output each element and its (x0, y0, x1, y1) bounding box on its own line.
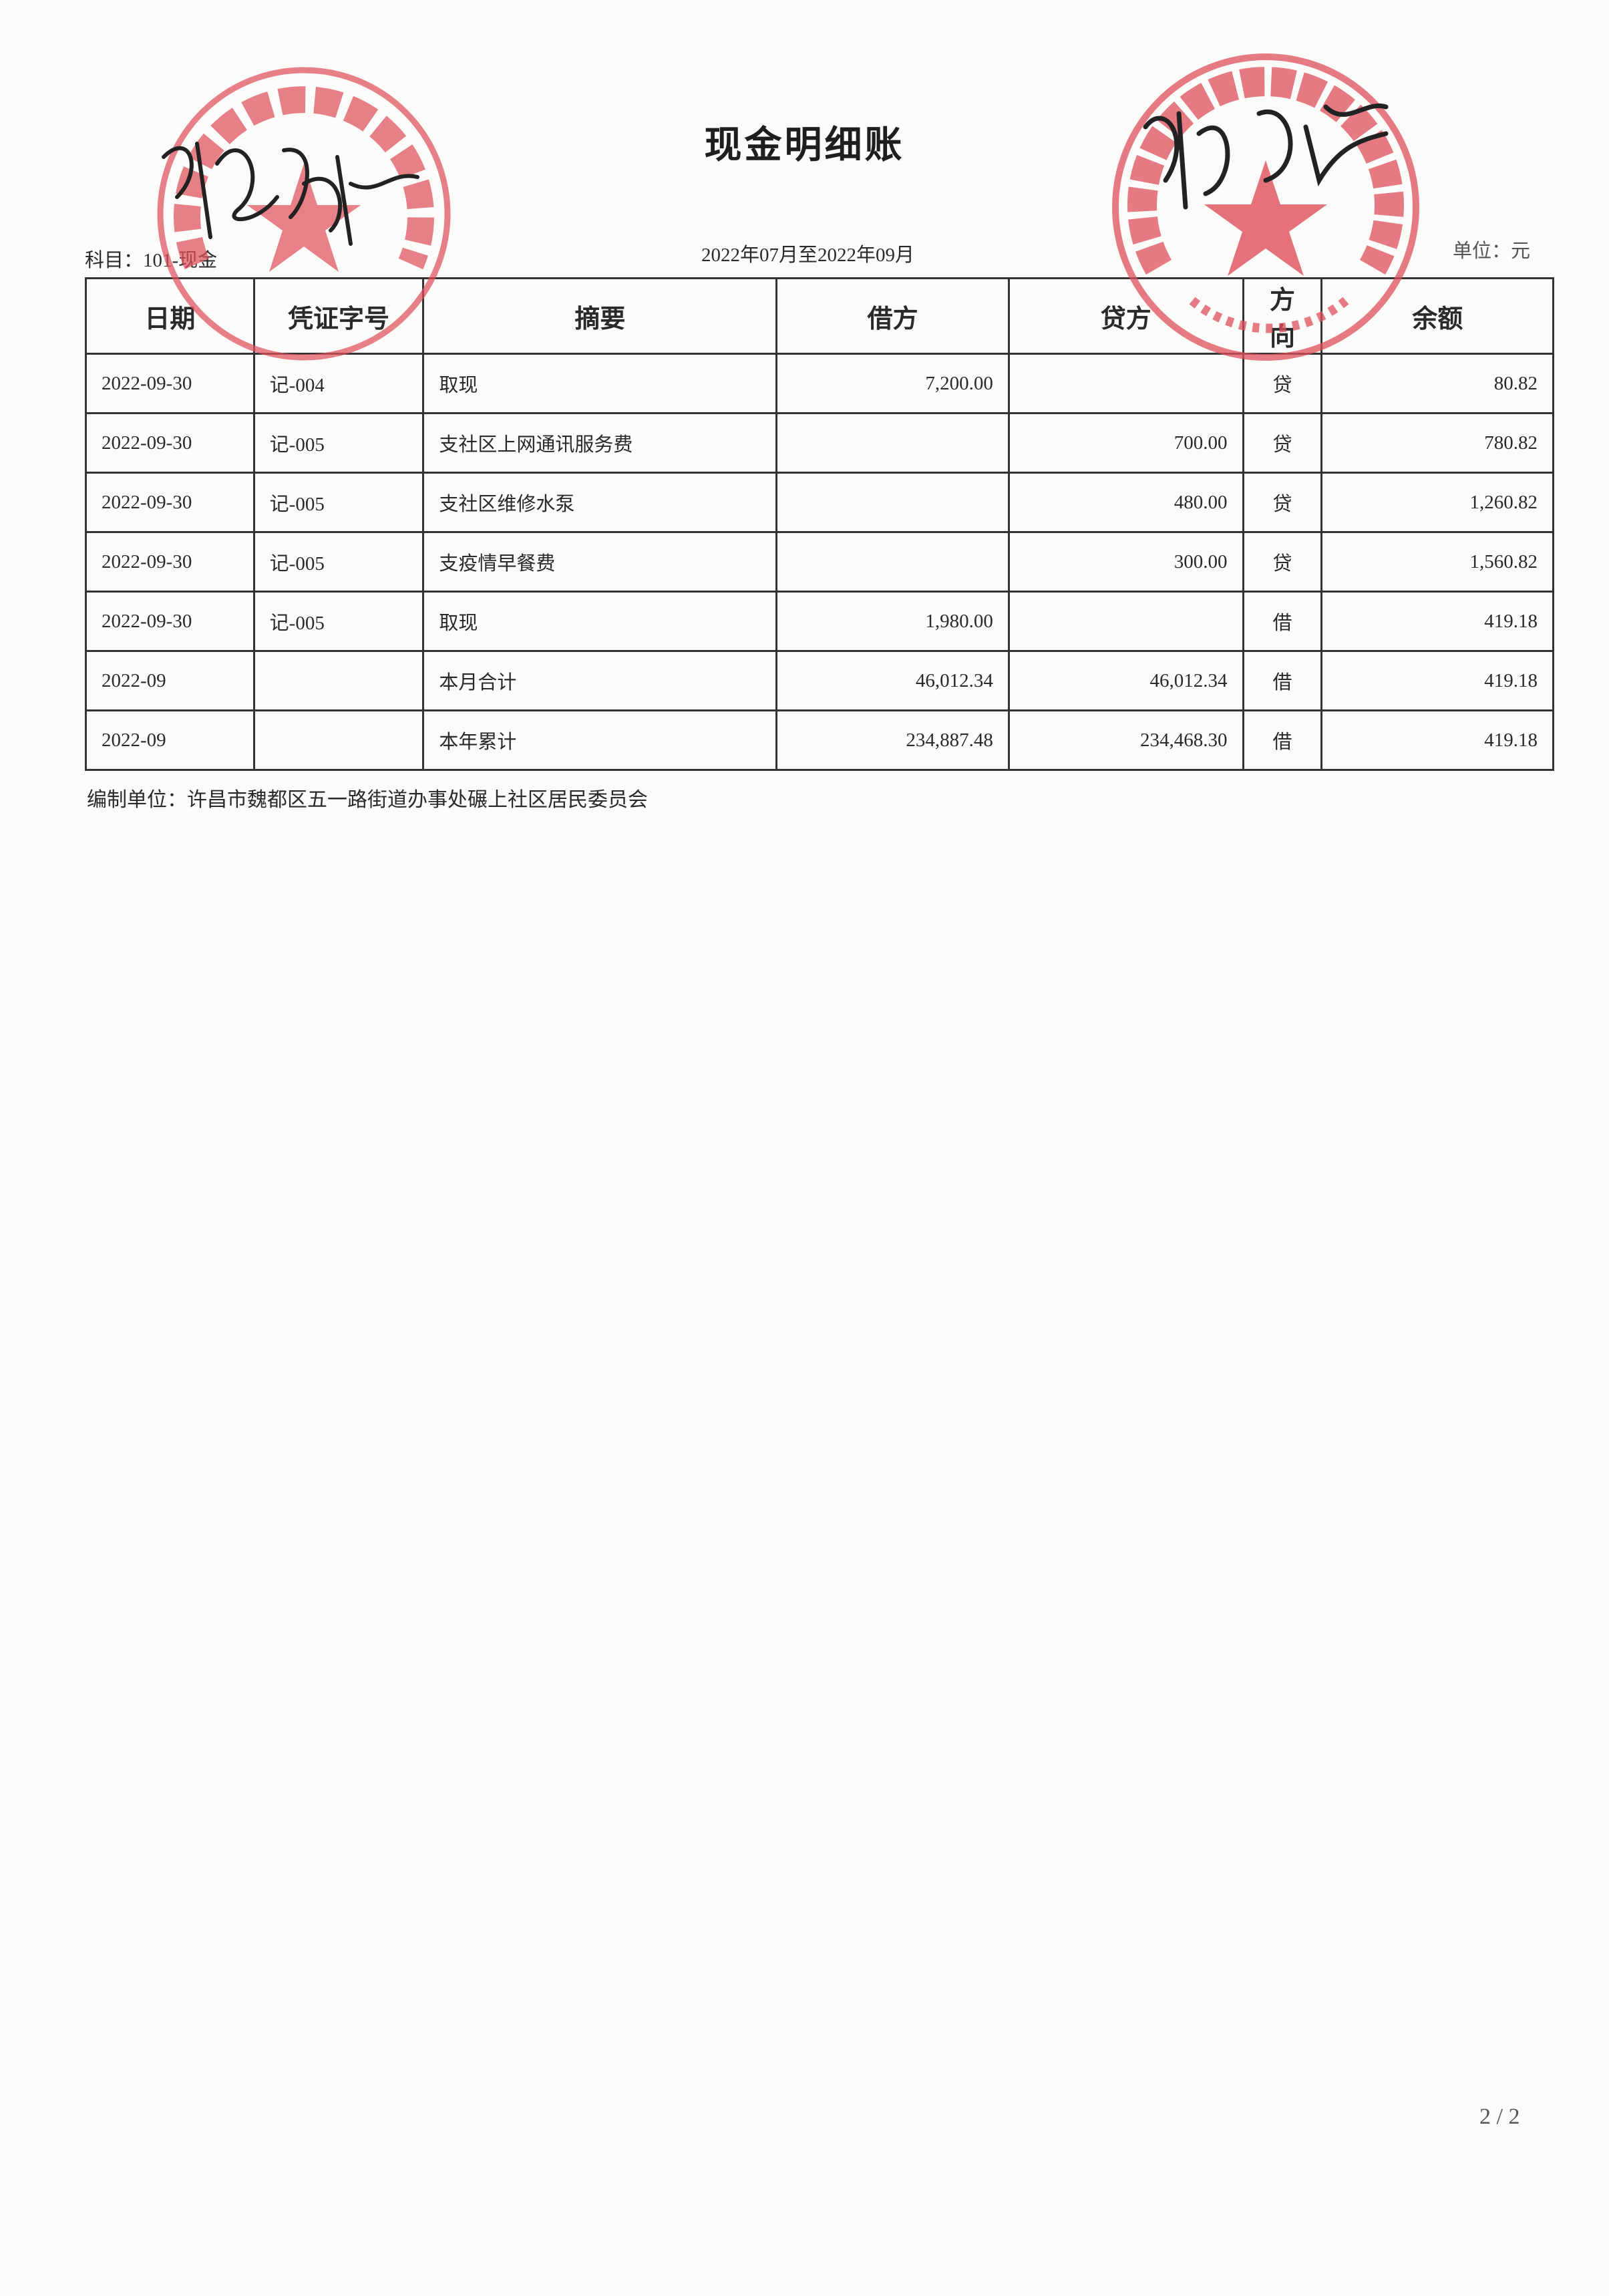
cell-voucher-no: 记-005 (252, 531, 425, 593)
period: 2022年07月至2022年09月 (701, 244, 915, 266)
cell-balance: 1,260.82 (1320, 472, 1554, 533)
cell-date: 2022-09-30 (85, 353, 255, 414)
cell-credit: 300.00 (1007, 531, 1244, 593)
table-row: 2022-09 本月合计 46,012.34 46,012.34 借 419.18 (85, 650, 1554, 711)
cell-credit: 234,468.30 (1007, 709, 1244, 771)
header-credit: 贷方 (1007, 277, 1244, 355)
cell-date: 2022-09-30 (85, 591, 255, 652)
cell-debit: 7,200.00 (775, 353, 1010, 414)
table-header-row: 日期 凭证字号 摘要 借方 贷方 方向 余额 (85, 277, 1554, 355)
cell-credit: 46,012.34 (1007, 650, 1244, 711)
cell-voucher-no: 记-005 (252, 472, 425, 533)
cash-ledger-table: 日期 凭证字号 摘要 借方 贷方 方向 余额 2022-09-30 记-004 取现 7,200.… (85, 277, 1554, 771)
cell-voucher-no (252, 650, 425, 711)
cell-debit (775, 472, 1010, 533)
cell-direction: 贷 (1242, 472, 1323, 533)
star-icon (247, 164, 361, 272)
table-row: 2022-09-30 记-005 支社区维修水泵 480.00 贷 1,260.82 (85, 472, 1554, 533)
cell-voucher-no: 记-005 (252, 591, 425, 652)
cell-date: 2022-09-30 (85, 412, 255, 474)
cell-credit (1007, 591, 1244, 652)
cell-debit (775, 412, 1010, 474)
table-row: 2022-09-30 记-005 支疫情早餐费 300.00 贷 1,560.82 (85, 531, 1554, 593)
cell-summary: 支疫情早餐费 (422, 531, 778, 593)
header-debit: 借方 (775, 277, 1010, 355)
table-row: 2022-09-30 记-005 取现 1,980.00 借 419.18 (85, 591, 1554, 652)
cell-debit: 1,980.00 (775, 591, 1010, 652)
page-title: 现金明细账 (704, 124, 905, 167)
currency-unit: 单位：元 (1453, 240, 1531, 262)
cell-debit: 46,012.34 (775, 650, 1010, 711)
cell-date: 2022-09-30 (85, 472, 255, 533)
seal-lettering (1127, 67, 1404, 275)
cell-credit: 480.00 (1007, 472, 1244, 533)
cell-date: 2022-09 (85, 709, 255, 771)
page-number: 2 / 2 (1479, 2104, 1520, 2129)
table-row: 2022-09-30 记-005 支社区上网通讯服务费 700.00 贷 780.82 (85, 412, 1554, 474)
cell-voucher-no: 记-005 (252, 412, 425, 474)
cell-balance: 80.82 (1320, 353, 1554, 414)
cell-direction: 借 (1242, 709, 1323, 771)
cell-direction: 贷 (1242, 353, 1323, 414)
cell-voucher-no (252, 709, 425, 771)
cell-summary: 取现 (422, 353, 778, 414)
header-summary: 摘要 (422, 277, 778, 355)
account-subject: 科目：101-现金 (85, 250, 218, 271)
cell-balance: 419.18 (1320, 591, 1554, 652)
header-voucher-no: 凭证字号 (252, 277, 425, 355)
cell-direction: 贷 (1242, 412, 1323, 474)
cell-direction: 借 (1242, 650, 1323, 711)
cell-balance: 419.18 (1320, 650, 1554, 711)
cell-direction: 贷 (1242, 531, 1323, 593)
cell-summary: 本年累计 (422, 709, 778, 771)
cell-date: 2022-09-30 (85, 531, 255, 593)
table-row: 2022-09-30 记-004 取现 7,200.00 贷 80.82 (85, 353, 1554, 414)
table-row: 2022-09 本年累计 234,887.48 234,468.30 借 419.18 (85, 709, 1554, 771)
cell-balance: 419.18 (1320, 709, 1554, 771)
cell-debit (775, 531, 1010, 593)
cell-voucher-no: 记-004 (252, 353, 425, 414)
cell-credit (1007, 353, 1244, 414)
cell-summary: 支社区维修水泵 (422, 472, 778, 533)
cell-balance: 780.82 (1320, 412, 1554, 474)
cell-balance: 1,560.82 (1320, 531, 1554, 593)
star-icon (1204, 160, 1327, 276)
header-date: 日期 (85, 277, 255, 355)
header-balance: 余额 (1320, 277, 1554, 355)
compiling-unit: 编制单位：许昌市魏都区五一路街道办事处碾上社区居民委员会 (87, 789, 648, 811)
header-direction: 方向 (1242, 277, 1323, 355)
cell-debit: 234,887.48 (775, 709, 1010, 771)
cell-date: 2022-09 (85, 650, 255, 711)
cell-direction: 借 (1242, 591, 1323, 652)
cell-summary: 取现 (422, 591, 778, 652)
cell-credit: 700.00 (1007, 412, 1244, 474)
cell-summary: 本月合计 (422, 650, 778, 711)
cell-summary: 支社区上网通讯服务费 (422, 412, 778, 474)
